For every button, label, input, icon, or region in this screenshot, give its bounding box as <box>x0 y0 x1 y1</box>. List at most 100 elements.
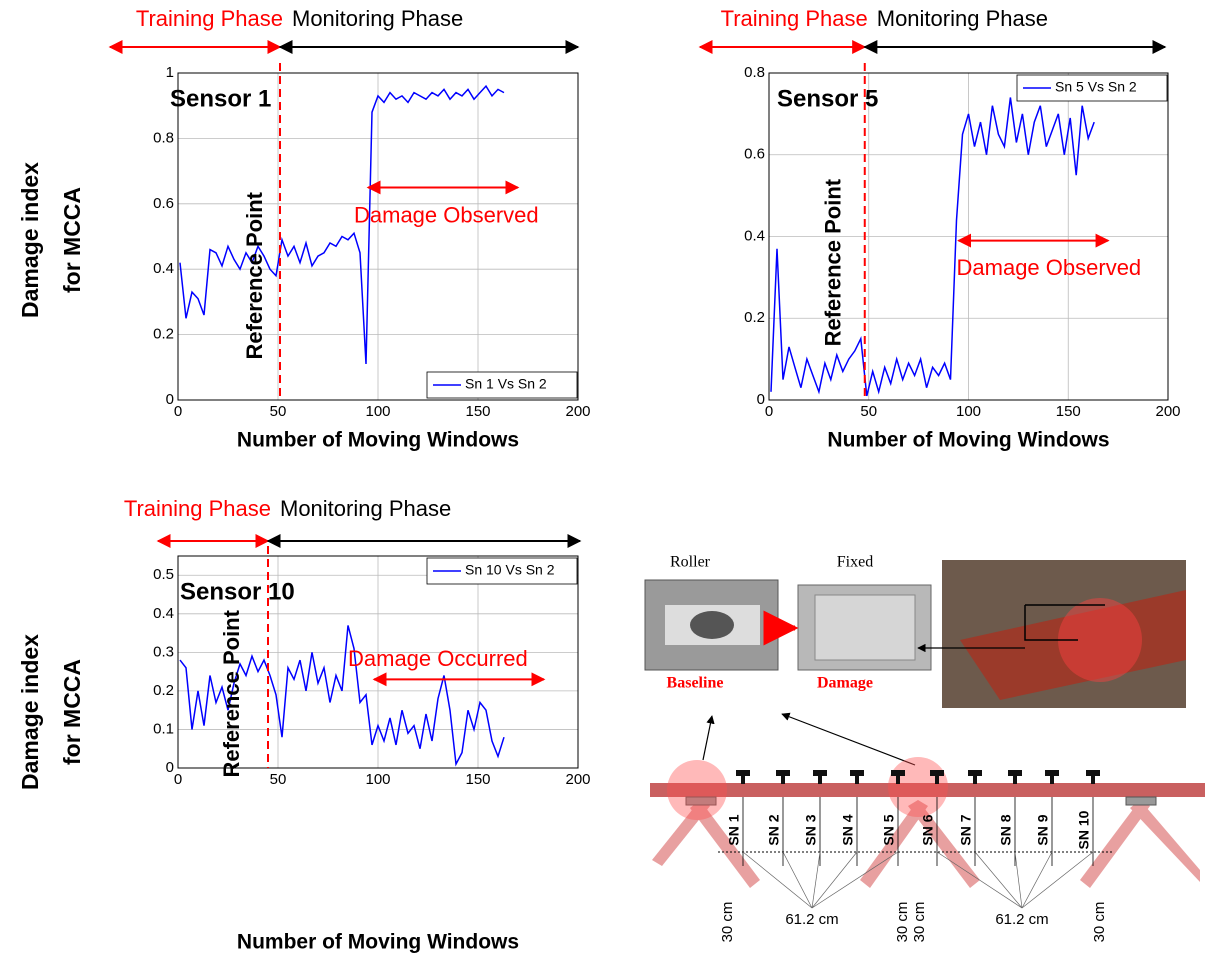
monitoring-label: Monitoring Phase <box>877 6 1048 31</box>
data-line <box>770 97 1095 397</box>
monitoring-label: Monitoring Phase <box>292 6 463 31</box>
y-tick-label: 0 <box>166 391 174 408</box>
support-leg <box>690 800 760 888</box>
damage-circle <box>667 760 727 820</box>
x-tick-label: 150 <box>465 403 490 420</box>
legend-label: Sn 1 Vs Sn 2 <box>465 376 547 392</box>
damage-label: Damage Observed <box>354 203 539 228</box>
sensor-cap <box>850 770 864 776</box>
x-tick-label: 50 <box>270 771 287 788</box>
x-axis-label: Number of Moving Windows <box>237 931 519 954</box>
support-label: Roller <box>670 554 711 571</box>
y-tick-label: 0.4 <box>153 605 174 622</box>
training-label: Training Phase <box>136 6 283 31</box>
y-tick-label: 0.6 <box>744 146 765 163</box>
dimension-label: 30 cm <box>911 902 928 943</box>
sensor-label: SN 10 <box>1076 810 1092 849</box>
dimension-label: 61.2 cm <box>785 911 838 928</box>
x-tick-label: 100 <box>956 403 981 420</box>
y-tick-label: 0 <box>757 391 765 408</box>
sensor-label: SN 8 <box>998 814 1014 845</box>
sensor-label: SN 1 <box>726 814 742 845</box>
x-axis-label: Number of Moving Windows <box>237 429 519 452</box>
support-leg <box>1130 800 1200 882</box>
y-tick-label: 0.4 <box>153 260 174 277</box>
sensor-stem <box>1013 776 1017 784</box>
sensor-cap <box>776 770 790 776</box>
y-axis-label: for MCCA <box>59 659 85 765</box>
y-tick-label: 0.6 <box>153 195 174 212</box>
y-tick-label: 0 <box>166 759 174 776</box>
x-tick-label: 150 <box>1056 403 1081 420</box>
dimension-fan <box>811 851 858 909</box>
y-tick-label: 0.5 <box>153 566 174 583</box>
sensor-label: SN 2 <box>766 814 782 845</box>
sensor-cap <box>968 770 982 776</box>
fixed-detail <box>814 594 916 661</box>
sensor-stem <box>741 776 745 784</box>
support <box>1125 796 1157 806</box>
beam <box>650 783 1205 797</box>
dimension-fan <box>742 851 813 909</box>
y-axis-label: for MCCA <box>59 187 85 293</box>
bridge-model <box>960 590 1186 700</box>
damage-circle <box>1058 598 1142 682</box>
sensor-cap <box>930 770 944 776</box>
damage-label: Damage Observed <box>957 255 1142 280</box>
dimension-label: 30 cm <box>894 902 911 943</box>
sensor-cap <box>1008 770 1022 776</box>
support <box>685 796 717 806</box>
x-tick-label: 150 <box>465 771 490 788</box>
sensor-label: SN 9 <box>1035 814 1051 845</box>
pointer <box>781 712 916 766</box>
support-label: Fixed <box>837 554 873 571</box>
x-tick-label: 200 <box>565 403 590 420</box>
sensor-cap <box>736 770 750 776</box>
support-leg <box>652 800 710 866</box>
y-axis-label: Damage index <box>17 162 43 318</box>
pointer <box>702 715 715 761</box>
dimension-fan <box>1021 851 1053 909</box>
y-tick-label: 0.2 <box>744 309 765 326</box>
sensor-label: Sensor 5 <box>777 85 878 112</box>
state-label: Damage <box>817 675 873 692</box>
plot-frame <box>177 72 579 401</box>
y-tick-label: 0.4 <box>744 227 765 244</box>
sensor-label: SN 4 <box>840 814 856 845</box>
sensor-stem <box>818 776 822 784</box>
sensor-stem <box>935 776 939 784</box>
sensor-label: SN 6 <box>920 814 936 845</box>
sensor-cap <box>891 770 905 776</box>
sensor-stem <box>855 776 859 784</box>
sensor-cap <box>1045 770 1059 776</box>
x-tick-label: 200 <box>565 771 590 788</box>
state-label: Baseline <box>667 675 724 692</box>
dimension-label: 30 cm <box>719 902 736 943</box>
sensor-stem <box>973 776 977 784</box>
sensor-label: SN 7 <box>958 814 974 845</box>
sensor-label: Sensor 1 <box>170 85 271 112</box>
dimension-fan <box>1021 851 1094 909</box>
dimension-fan <box>974 851 1023 909</box>
y-tick-label: 0.2 <box>153 682 174 699</box>
pointer <box>1024 605 1078 641</box>
training-label: Training Phase <box>124 496 271 521</box>
dimension-label: 61.2 cm <box>995 911 1048 928</box>
sensor-stem <box>1050 776 1054 784</box>
x-tick-label: 50 <box>860 403 877 420</box>
y-tick-label: 0.3 <box>153 643 174 660</box>
sensor-cap <box>813 770 827 776</box>
x-tick-label: 50 <box>270 403 287 420</box>
sensor-stem <box>781 776 785 784</box>
x-tick-label: 0 <box>765 403 773 420</box>
y-tick-label: 1 <box>166 64 174 81</box>
plot-frame <box>177 555 579 769</box>
sensor-stem <box>1091 776 1095 784</box>
legend-label: Sn 5 Vs Sn 2 <box>1055 79 1137 95</box>
sensor-stem <box>896 776 900 784</box>
x-axis-label: Number of Moving Windows <box>827 429 1109 452</box>
x-tick-label: 200 <box>1155 403 1180 420</box>
x-tick-label: 100 <box>365 403 390 420</box>
sensor-label: SN 3 <box>803 814 819 845</box>
y-tick-label: 0.2 <box>153 326 174 343</box>
